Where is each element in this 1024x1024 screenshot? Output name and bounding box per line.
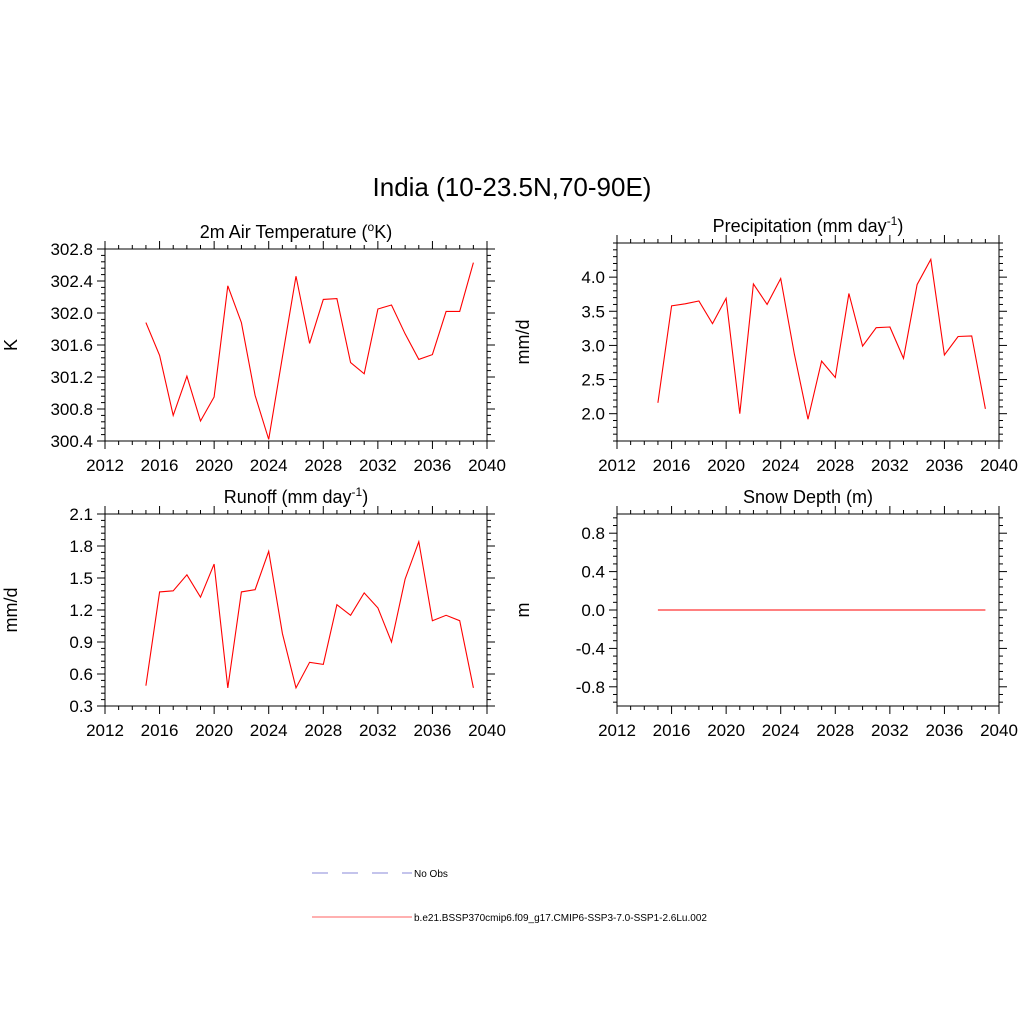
runoff-ytick-label: 0.6 [69,665,93,684]
precipitation-plot-frame [616,242,1000,442]
temperature-xtick-label: 2036 [414,456,452,475]
snow-depth-ytick-label: 0.0 [581,601,605,620]
precipitation-xtick-label: 2036 [926,456,964,475]
temperature-xtick-label: 2012 [86,456,124,475]
runoff-ytick-label: 1.8 [69,537,93,556]
precipitation-xtick-label: 2020 [707,456,745,475]
snow-depth-xtick-label: 2036 [926,721,964,740]
runoff-ylabel: mm/d [1,588,21,633]
runoff-ytick-label: 1.5 [69,569,93,588]
snow-depth-ytick-label: 0.8 [581,524,605,543]
runoff-xtick-label: 2012 [86,721,124,740]
snow-depth-ytick-label: -0.8 [576,678,605,697]
snow-depth-xtick-label: 2012 [598,721,636,740]
panels: 2m Air Temperature (oK) K 2012 2016 2020 2024… [1,214,1018,740]
precipitation-title: Precipitation (mm day-1) [713,214,904,236]
snow-depth-xtick-label: 2040 [980,721,1018,740]
temperature-xtick-label: 2040 [468,456,506,475]
temperature-title: 2m Air Temperature (oK) [200,220,392,242]
snow-depth-xtick-label: 2016 [653,721,691,740]
precipitation-ytick-label: 3.5 [581,302,605,321]
temperature-xtick-label: 2032 [359,456,397,475]
runoff-series-line [145,539,474,690]
runoff-xtick-label: 2020 [195,721,233,740]
runoff-xtick-label: 2040 [468,721,506,740]
snow-depth-xtick-label: 2024 [762,721,800,740]
runoff-xtick-label: 2028 [304,721,342,740]
runoff-plot-frame [104,513,488,707]
precipitation-ytick-label: 4.0 [581,268,605,287]
snow-depth-ytick-label: -0.4 [576,639,605,658]
snow-depth-title: Snow Depth (m) [743,487,873,507]
temperature-xtick-label: 2020 [195,456,233,475]
temperature-xtick-label: 2016 [141,456,179,475]
precipitation-xtick-label: 2024 [762,456,800,475]
legend: No Obs b.e21.BSSP370cmip6.f09_g17.CMIP6-… [312,869,707,924]
temperature-ytick-label: 302.4 [50,272,93,291]
snow-depth-xtick-label: 2020 [707,721,745,740]
precipitation-ylabel: mm/d [513,320,533,365]
runoff-xtick-label: 2032 [359,721,397,740]
temperature-ytick-label: 302.8 [50,240,93,259]
precipitation-xtick-label: 2040 [980,456,1018,475]
temperature-ytick-label: 301.2 [50,368,93,387]
runoff-ytick-label: 0.9 [69,633,93,652]
temperature-ytick-label: 300.8 [50,400,93,419]
runoff-ytick-label: 1.2 [69,601,93,620]
runoff-xtick-label: 2036 [414,721,452,740]
legend-obs-label: No Obs [414,869,448,880]
runoff-title: Runoff (mm day-1) [224,485,368,507]
runoff-xtick-label: 2016 [141,721,179,740]
snow-depth-ylabel: m [513,603,533,618]
snow-depth-ytick-label: 0.4 [581,563,605,582]
temperature-series-line [145,262,474,440]
panel-precipitation: Precipitation (mm day-1) mm/d 2012 2016 2020… [513,214,1018,475]
runoff-ytick-label: 2.1 [69,505,93,524]
temperature-ytick-label: 302.0 [50,304,93,323]
legend-model-label: b.e21.BSSP370cmip6.f09_g17.CMIP6-SSP3-7.… [414,913,707,924]
snow-depth-xtick-label: 2032 [871,721,909,740]
temperature-ytick-label: 301.6 [50,336,93,355]
panel-runoff: Runoff (mm day-1) mm/d 2012 2016 2020 2024 202… [1,485,506,740]
precipitation-xtick-label: 2016 [653,456,691,475]
temperature-ytick-label: 300.4 [50,432,93,451]
panel-snow-depth: Snow Depth (m) m 2012 2016 2020 2024 2028 2032 2… [513,487,1018,740]
runoff-ytick-label: 0.3 [69,697,93,716]
temperature-xtick-label: 2028 [304,456,342,475]
runoff-xtick-label: 2024 [250,721,288,740]
temperature-xtick-label: 2024 [250,456,288,475]
panel-temperature: 2m Air Temperature (oK) K 2012 2016 2020 2024… [1,220,506,475]
precipitation-ytick-label: 3.0 [581,336,605,355]
precipitation-xtick-label: 2032 [871,456,909,475]
precipitation-ytick-label: 2.5 [581,371,605,390]
temperature-ylabel: K [1,339,21,351]
precipitation-ytick-label: 2.0 [581,405,605,424]
precipitation-xtick-label: 2012 [598,456,636,475]
precipitation-series-line [657,257,986,420]
figure-title: India (10-23.5N,70-90E) [373,172,652,202]
snow-depth-xtick-label: 2028 [816,721,854,740]
precipitation-xtick-label: 2028 [816,456,854,475]
